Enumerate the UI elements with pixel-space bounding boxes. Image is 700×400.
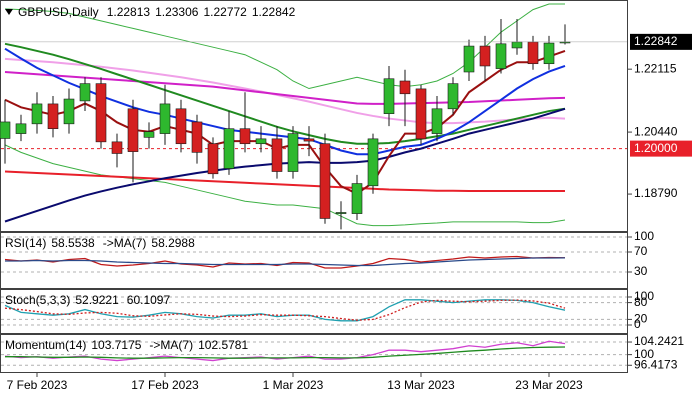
rsi-panel-frame xyxy=(0,232,628,289)
candle-body xyxy=(239,128,251,145)
legend-name: ->MA(7) xyxy=(103,236,147,250)
candle-body xyxy=(543,42,555,65)
main-panel-frame xyxy=(0,0,628,232)
y-tick-label: 104.2421 xyxy=(634,334,684,348)
legend-name: ->MA(7) xyxy=(149,338,193,352)
candle-body xyxy=(479,45,491,67)
legend-value: 60.1097 xyxy=(127,293,171,307)
candle-body xyxy=(63,98,75,125)
candle-body xyxy=(159,103,171,134)
candle-body xyxy=(367,138,379,187)
y-tick-label: 100 xyxy=(634,289,654,303)
candle-body xyxy=(415,88,427,140)
candle-body xyxy=(319,143,331,219)
header-high: 1.23306 xyxy=(155,5,199,19)
candle-body xyxy=(431,108,443,134)
overlay-line xyxy=(4,70,566,105)
candle-body xyxy=(47,103,59,130)
y-tick-label: 96.4173 xyxy=(634,357,678,371)
header-icon xyxy=(5,9,13,15)
legend-value: 103.7175 xyxy=(91,338,141,352)
candle-body xyxy=(175,108,187,145)
candle-body xyxy=(271,138,283,172)
candle-body xyxy=(143,131,155,138)
y-tick-label: 1.20440 xyxy=(634,124,678,138)
candle-body xyxy=(287,133,299,172)
candle-body xyxy=(223,128,235,169)
x-tick-label: 7 Feb 2023 xyxy=(7,378,68,392)
candle-body xyxy=(191,121,203,153)
level-label-box xyxy=(630,140,692,157)
candle-body xyxy=(255,138,267,145)
candle-body xyxy=(335,212,347,214)
legend-value: 52.9221 xyxy=(75,293,119,307)
legend-value: 102.5781 xyxy=(198,338,248,352)
candle-body xyxy=(303,138,315,142)
indicator-line xyxy=(5,346,566,359)
candle-body xyxy=(207,143,219,175)
candle-body xyxy=(351,183,363,214)
stoch-panel-frame xyxy=(0,289,628,334)
y-tick-label: 30 xyxy=(634,264,648,278)
candle-body xyxy=(127,108,139,152)
legend-value: 58.2988 xyxy=(151,236,195,250)
header-low: 1.22772 xyxy=(203,5,247,19)
candle-body xyxy=(447,83,459,110)
candle-body xyxy=(511,41,523,49)
candle-body xyxy=(111,141,123,154)
overlay-line xyxy=(4,107,566,223)
overlay-line xyxy=(4,57,566,125)
x-tick-label: 1 Mar 2023 xyxy=(263,378,324,392)
candle-body xyxy=(399,80,411,95)
header-open: 1.22813 xyxy=(107,5,151,19)
y-tick-label: 0 xyxy=(634,317,641,331)
candle-body xyxy=(31,103,43,125)
legend-name: Stoch(5,3,3) xyxy=(5,293,70,307)
y-tick-label: 20 xyxy=(634,312,648,326)
x-tick-label: 17 Feb 2023 xyxy=(131,378,199,392)
header-close: 1.22842 xyxy=(252,5,296,19)
candle-body xyxy=(0,121,11,139)
candle-body xyxy=(495,43,507,69)
overlay-line xyxy=(4,170,565,193)
overlay-line xyxy=(4,144,566,227)
labels: 1.22115 1.20440 1.18790 1.22842 1.20000 GBPUS… xyxy=(5,5,692,392)
chart-title: GBPUSD,Daily xyxy=(18,5,99,19)
price-label: 1.22842 xyxy=(634,34,678,48)
legend-value: 58.5538 xyxy=(51,236,95,250)
y-tick-label: 100 xyxy=(634,229,654,243)
candle-body xyxy=(527,41,539,65)
candle-body xyxy=(383,78,395,114)
legend-name: RSI(14) xyxy=(5,236,46,250)
indicator-line xyxy=(4,299,566,321)
y-tick-label: 70 xyxy=(634,244,648,258)
y-tick-label: 1.18790 xyxy=(634,186,678,200)
x-tick-label: 23 Mar 2023 xyxy=(515,378,583,392)
level-label: 1.20000 xyxy=(634,141,678,155)
x-tick-label: 13 Mar 2023 xyxy=(387,378,455,392)
candle-body xyxy=(95,83,107,143)
momentum-panel-frame xyxy=(0,334,628,373)
y-tick-label: 1.22115 xyxy=(634,61,677,75)
plots xyxy=(0,3,632,366)
y-tick-label: 80 xyxy=(634,295,648,309)
candle-body xyxy=(79,83,91,102)
price-label-box xyxy=(630,33,692,50)
legend-name: Momentum(14) xyxy=(5,338,86,352)
indicator-line xyxy=(5,257,566,267)
overlay-line xyxy=(4,42,566,145)
candle-body xyxy=(463,45,475,73)
candle-body xyxy=(15,123,27,134)
y-tick-label: 100 xyxy=(634,347,654,361)
